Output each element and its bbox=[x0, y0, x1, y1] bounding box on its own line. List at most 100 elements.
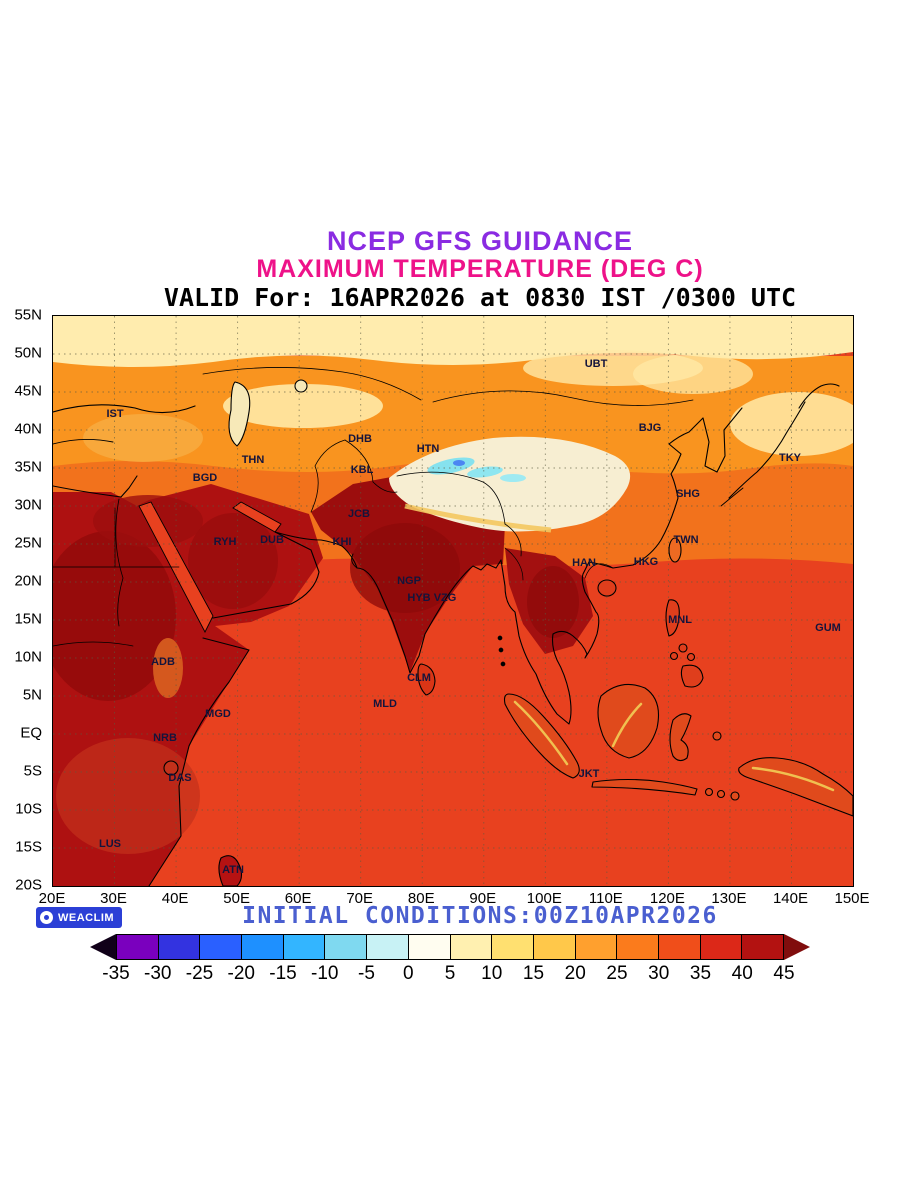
lon-tick-label: 120E bbox=[649, 890, 685, 907]
colorbar-segment bbox=[658, 935, 701, 959]
weaclim-logo-icon bbox=[40, 911, 53, 924]
page-title: NCEP GFS GUIDANCE bbox=[326, 226, 634, 256]
lat-tick-label: 40N bbox=[14, 420, 42, 438]
lat-tick-label: 10S bbox=[15, 800, 42, 818]
lon-tick-label: 20E bbox=[38, 890, 66, 907]
lon-tick-label: 50E bbox=[223, 890, 250, 907]
lon-tick-label: 30E bbox=[100, 890, 127, 907]
lat-tick-label: 50N bbox=[14, 344, 42, 362]
station-label-bjg: BJG bbox=[638, 422, 662, 434]
lat-tick-label: 5S bbox=[23, 762, 42, 780]
lat-tick-label: 35N bbox=[14, 458, 42, 476]
station-label-hkg: HKG bbox=[633, 556, 659, 568]
lat-tick-label: 15S bbox=[15, 838, 42, 856]
colorbar-tick-label: 35 bbox=[689, 963, 712, 984]
colorbar-segment bbox=[533, 935, 576, 959]
valid-time-line: VALID For: 16APR2026 at 0830 IST /0300 U… bbox=[163, 283, 797, 312]
lat-tick-label: 15N bbox=[14, 610, 42, 628]
colorbar-segment bbox=[367, 935, 409, 959]
lon-tick-label: 140E bbox=[772, 890, 808, 907]
colorbar-tick-label: -10 bbox=[311, 963, 339, 984]
station-label-jkt: JKT bbox=[578, 768, 600, 780]
station-label-khi: KHI bbox=[332, 536, 352, 548]
colorbar-tick-label: -15 bbox=[269, 963, 297, 984]
station-label-tky: TKY bbox=[779, 452, 801, 464]
lat-tick-label: 5N bbox=[22, 686, 42, 704]
colorbar-tick-label: 0 bbox=[402, 963, 414, 984]
colorbar-segment bbox=[200, 935, 243, 959]
colorbar-tick-label: 5 bbox=[444, 963, 456, 984]
lon-tick-label: 40E bbox=[161, 890, 189, 907]
colorbar-arrow-left bbox=[90, 934, 116, 960]
lat-tick-label: EQ bbox=[20, 724, 42, 742]
colorbar bbox=[90, 934, 810, 960]
lon-tick-label: 80E bbox=[407, 890, 435, 907]
lat-tick-label: 55N bbox=[14, 306, 42, 324]
weaclim-logo: WEACLIM bbox=[36, 907, 123, 928]
station-label-kbl: KBL bbox=[350, 464, 374, 476]
colorbar-segment bbox=[283, 935, 326, 959]
lon-axis: 20E 30E 40E 50E 60E 70E 80E 90E 100E 110E 120E 130E… bbox=[39, 890, 870, 910]
map-graphic bbox=[53, 316, 853, 886]
colorbar-segment bbox=[325, 935, 368, 959]
lon-tick-label: 90E bbox=[469, 890, 497, 907]
station-label-bgd: BGD bbox=[192, 472, 218, 484]
station-label-das: DAS bbox=[168, 772, 192, 784]
colorbar-arrow-right bbox=[784, 934, 810, 960]
station-label-ryh: RYH bbox=[213, 536, 237, 548]
station-label-nrb: NRB bbox=[153, 732, 177, 744]
colorbar-tick-label: 15 bbox=[522, 963, 545, 984]
colorbar-tick-label: 25 bbox=[606, 963, 628, 984]
initial-conditions-line: INITIAL CONDITIONS:00Z10APR2026 bbox=[242, 903, 718, 929]
station-label-lus: LUS bbox=[99, 838, 121, 850]
station-label-mgd: MGD bbox=[205, 708, 231, 720]
colorbar-tick-label: 45 bbox=[773, 963, 795, 984]
lon-tick-label: 100E bbox=[526, 890, 562, 907]
colorbar-segment bbox=[117, 935, 159, 959]
colorbar-segment bbox=[158, 935, 201, 959]
colorbar-segment bbox=[742, 935, 783, 959]
colorbar-segment bbox=[492, 935, 534, 959]
station-label-dhb: DHB bbox=[348, 433, 372, 445]
lat-tick-label: 20N bbox=[14, 572, 42, 590]
station-label-hyb: HYB bbox=[407, 592, 431, 604]
station-label-thn: THN bbox=[241, 454, 265, 466]
station-label-vzg: VZG bbox=[433, 592, 457, 604]
station-label-gum: GUM bbox=[815, 622, 841, 634]
coastlines-layer bbox=[53, 367, 853, 886]
colorbar-tick-label: -30 bbox=[144, 963, 172, 984]
lon-tick-label: 70E bbox=[346, 890, 374, 907]
colorbar-labels: -35 -30 -25 -20 -15 -10 -5 0 5 10 15 20 25 30 35 40 45 bbox=[90, 963, 810, 987]
colorbar-tick-label: 20 bbox=[564, 963, 586, 984]
colorbar-segments bbox=[116, 934, 784, 960]
station-label-ist: IST bbox=[106, 408, 124, 420]
station-label-mnl: MNL bbox=[668, 614, 692, 626]
colorbar-segment bbox=[450, 935, 493, 959]
lat-tick-label: 45N bbox=[14, 382, 42, 400]
colorbar-tick-label: -20 bbox=[227, 963, 255, 984]
station-label-ubt: UBT bbox=[584, 358, 608, 370]
station-label-atn: ATN bbox=[222, 864, 244, 876]
lat-tick-label: 10N bbox=[14, 648, 42, 666]
colorbar-tick-label: 10 bbox=[481, 963, 503, 984]
lat-tick-label: 30N bbox=[14, 496, 42, 514]
colorbar-tick-label: 40 bbox=[731, 963, 753, 984]
station-label-adb: ADB bbox=[151, 656, 175, 668]
chart-subtitle: MAXIMUM TEMPERATURE (DEG C) bbox=[256, 255, 704, 283]
lon-tick-label: 150E bbox=[834, 890, 870, 907]
station-label-shg: SHG bbox=[676, 488, 700, 500]
lat-tick-label: 20S bbox=[15, 876, 42, 894]
station-label-twn: TWN bbox=[673, 534, 699, 546]
station-label-jcb: JCB bbox=[347, 508, 371, 520]
colorbar-tick-label: 30 bbox=[648, 963, 670, 984]
lat-tick-label: 25N bbox=[14, 534, 42, 552]
lat-axis: 55N 50N 45N 40N 35N 30N 25N 20N 15N 10N 5N EQ 5S 10S 1… bbox=[2, 307, 48, 894]
colorbar-tick-label: -5 bbox=[358, 963, 375, 984]
colorbar-segment bbox=[700, 935, 743, 959]
station-label-ngp: NGP bbox=[397, 575, 421, 587]
station-label-htn: HTN bbox=[416, 443, 440, 455]
colorbar-segment bbox=[575, 935, 618, 959]
colorbar-segment bbox=[617, 935, 659, 959]
colorbar-tick-label: -35 bbox=[102, 963, 130, 984]
